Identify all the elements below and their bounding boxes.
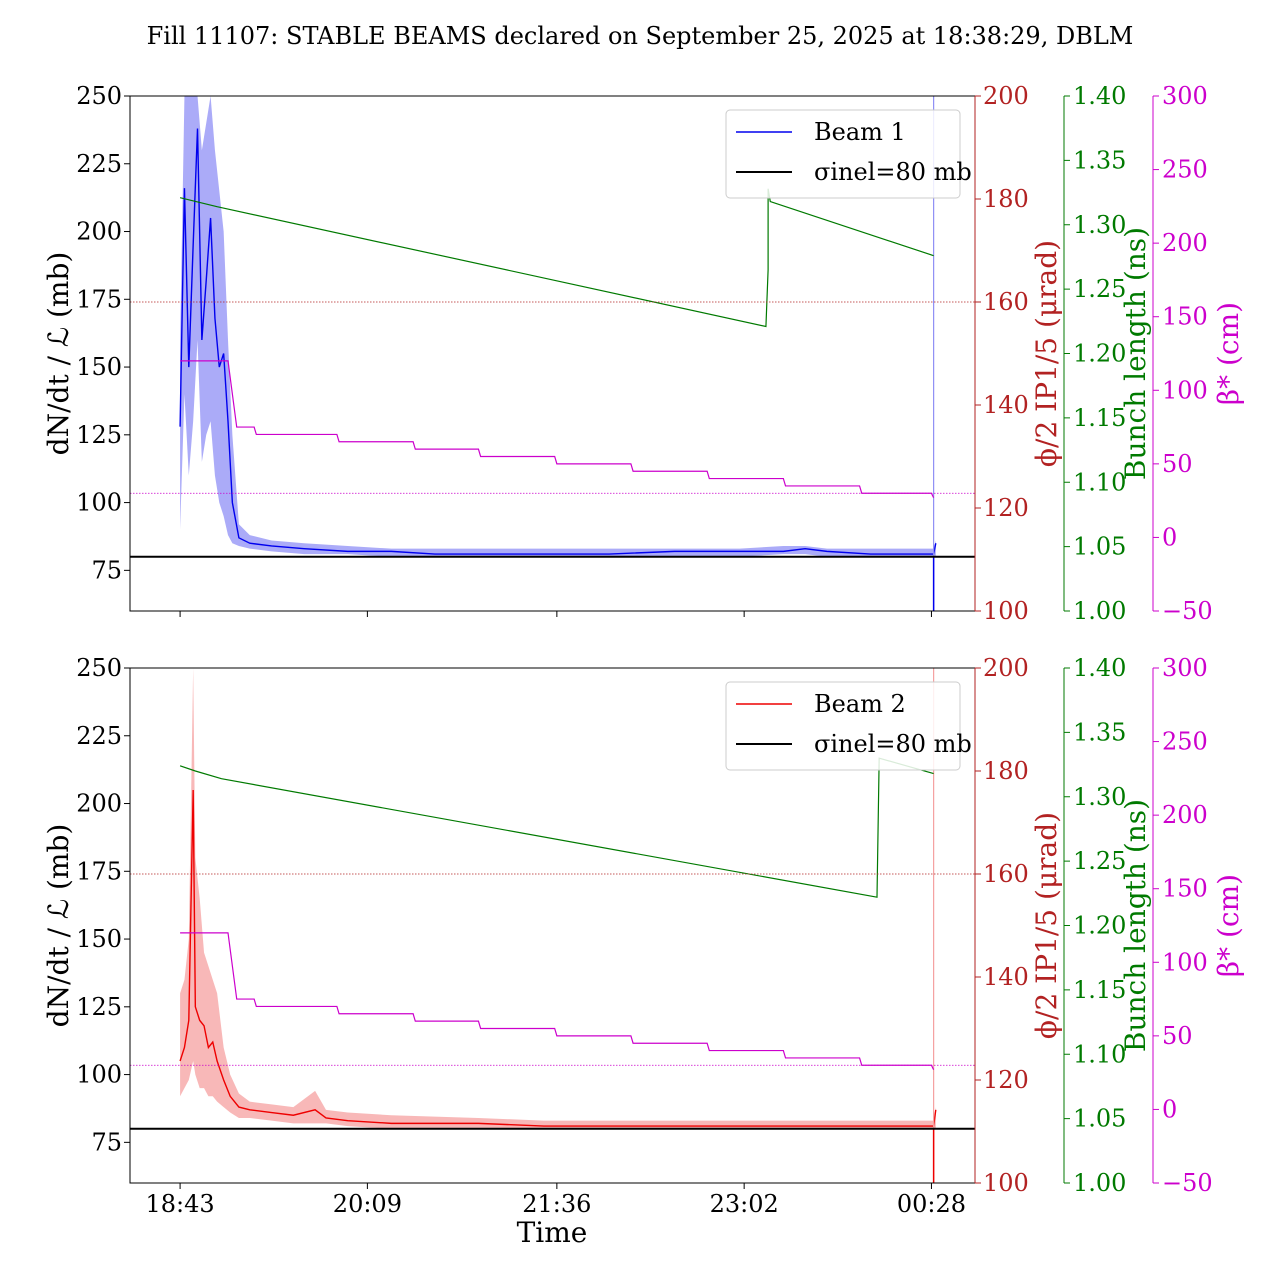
legend-sigma-label: σinel=80 mb bbox=[814, 730, 972, 758]
panel-beam-2: 75 100 125 150 175 200 225 250 100 120 140 160 180 20… bbox=[42, 654, 1245, 1218]
y-beta-tick-label: 150 bbox=[1162, 303, 1208, 331]
y-left-tick-label: 250 bbox=[76, 654, 122, 682]
y-beta-tick-label: 250 bbox=[1162, 728, 1208, 756]
y-beta-tick-label: 50 bbox=[1162, 1022, 1193, 1050]
y-bunch-tick-label: 1.05 bbox=[1073, 1105, 1126, 1133]
legend: Beam 2 σinel=80 mb bbox=[725, 681, 972, 771]
y-phi-axis-label: ϕ/2 IP1/5 (μrad) bbox=[1030, 240, 1063, 467]
y-beta-tick-label: 0 bbox=[1162, 1095, 1177, 1123]
y-phi-tick-label: 120 bbox=[983, 1066, 1029, 1094]
y-left-tick-label: 100 bbox=[76, 1061, 122, 1089]
y-left-tick-label: 75 bbox=[91, 556, 122, 584]
y-left-tick-label: 225 bbox=[76, 150, 122, 178]
beam-series-line bbox=[179, 128, 937, 555]
y-beta-axis-label: β* (cm) bbox=[1212, 302, 1245, 405]
y-bunch-tick-label: 1.15 bbox=[1073, 404, 1126, 432]
y-beta-tick-label: 100 bbox=[1162, 948, 1208, 976]
y-phi-tick-label: 140 bbox=[983, 963, 1029, 991]
y-phi-tick-label: 180 bbox=[983, 757, 1029, 785]
y-phi-tick-label: 140 bbox=[983, 391, 1029, 419]
y-phi-tick-label: 120 bbox=[983, 494, 1029, 522]
y-left-tick-label: 75 bbox=[91, 1128, 122, 1156]
y-bunch-axis-label: Bunch length (ns) bbox=[1119, 227, 1152, 480]
legend-beam-label: Beam 1 bbox=[814, 118, 906, 146]
y-left-tick-label: 125 bbox=[76, 421, 122, 449]
y-left-axis-label: dN/dt / ℒ (mb) bbox=[42, 252, 75, 456]
y-beta-tick-label: 100 bbox=[1162, 376, 1208, 404]
x-tick-label: 18:43 bbox=[146, 1190, 215, 1218]
beta-star-series-line bbox=[180, 360, 935, 498]
bunch-length-series-line bbox=[179, 188, 934, 328]
y-beta-tick-label: 200 bbox=[1162, 229, 1208, 257]
x-axis-label: Time bbox=[517, 1216, 588, 1249]
y-bunch-tick-label: 1.00 bbox=[1073, 597, 1126, 625]
y-left-tick-label: 150 bbox=[76, 353, 122, 381]
y-phi-tick-label: 100 bbox=[983, 1169, 1029, 1197]
y-phi-tick-label: 160 bbox=[983, 288, 1029, 316]
y-bunch-tick-label: 1.30 bbox=[1073, 211, 1126, 239]
y-bunch-tick-label: 1.10 bbox=[1073, 468, 1126, 496]
y-phi-tick-label: 200 bbox=[983, 654, 1029, 682]
y-phi-axis-label: ϕ/2 IP1/5 (μrad) bbox=[1030, 812, 1063, 1039]
y-left-tick-label: 175 bbox=[76, 285, 122, 313]
y-bunch-tick-label: 1.25 bbox=[1073, 275, 1126, 303]
x-tick-label: 23:02 bbox=[710, 1190, 779, 1218]
y-left-tick-label: 200 bbox=[76, 218, 122, 246]
y-beta-tick-label: 300 bbox=[1162, 82, 1208, 110]
y-bunch-tick-label: 1.00 bbox=[1073, 1169, 1126, 1197]
y-phi-tick-label: 200 bbox=[983, 82, 1029, 110]
y-beta-tick-label: 50 bbox=[1162, 450, 1193, 478]
chart-title: Fill 11107: STABLE BEAMS declared on Sep… bbox=[147, 22, 1134, 50]
y-bunch-tick-label: 1.15 bbox=[1073, 976, 1126, 1004]
beam-series-line bbox=[179, 789, 937, 1127]
y-left-tick-label: 225 bbox=[76, 722, 122, 750]
y-left-tick-label: 250 bbox=[76, 82, 122, 110]
y-bunch-tick-label: 1.25 bbox=[1073, 847, 1126, 875]
y-left-tick-label: 175 bbox=[76, 857, 122, 885]
y-left-tick-label: 150 bbox=[76, 925, 122, 953]
x-tick-label: 20:09 bbox=[333, 1190, 402, 1218]
y-phi-tick-label: 160 bbox=[983, 860, 1029, 888]
beta-star-series-line bbox=[180, 932, 935, 1070]
panel-beam-1: 75 100 125 150 175 200 225 250 100 120 140 160 180 20… bbox=[42, 82, 1245, 625]
y-beta-tick-label: 200 bbox=[1162, 801, 1208, 829]
y-left-tick-label: 100 bbox=[76, 489, 122, 517]
legend-beam-label: Beam 2 bbox=[814, 690, 906, 718]
x-tick-label: 00:28 bbox=[897, 1190, 966, 1218]
x-tick-label: 21:36 bbox=[522, 1190, 591, 1218]
y-bunch-tick-label: 1.05 bbox=[1073, 533, 1126, 561]
y-left-axis-label: dN/dt / ℒ (mb) bbox=[42, 824, 75, 1028]
y-bunch-tick-label: 1.40 bbox=[1073, 82, 1126, 110]
legend-sigma-label: σinel=80 mb bbox=[814, 158, 972, 186]
y-bunch-tick-label: 1.35 bbox=[1073, 718, 1126, 746]
legend: Beam 1 σinel=80 mb bbox=[725, 109, 972, 199]
y-bunch-tick-label: 1.40 bbox=[1073, 654, 1126, 682]
y-left-tick-label: 200 bbox=[76, 790, 122, 818]
y-beta-tick-label: 150 bbox=[1162, 875, 1208, 903]
y-beta-axis-label: β* (cm) bbox=[1212, 874, 1245, 977]
y-phi-tick-label: 100 bbox=[983, 597, 1029, 625]
y-bunch-axis-label: Bunch length (ns) bbox=[1119, 799, 1152, 1052]
y-beta-tick-label: −50 bbox=[1162, 1169, 1213, 1197]
y-bunch-tick-label: 1.35 bbox=[1073, 146, 1126, 174]
y-beta-tick-label: 250 bbox=[1162, 156, 1208, 184]
y-bunch-tick-label: 1.30 bbox=[1073, 783, 1126, 811]
bunch-length-series-line bbox=[179, 757, 934, 898]
y-phi-tick-label: 180 bbox=[983, 185, 1029, 213]
y-beta-tick-label: 0 bbox=[1162, 523, 1177, 551]
y-bunch-tick-label: 1.20 bbox=[1073, 340, 1126, 368]
y-bunch-tick-label: 1.20 bbox=[1073, 912, 1126, 940]
y-beta-tick-label: 300 bbox=[1162, 654, 1208, 682]
y-bunch-tick-label: 1.10 bbox=[1073, 1040, 1126, 1068]
y-beta-tick-label: −50 bbox=[1162, 597, 1213, 625]
y-left-tick-label: 125 bbox=[76, 993, 122, 1021]
